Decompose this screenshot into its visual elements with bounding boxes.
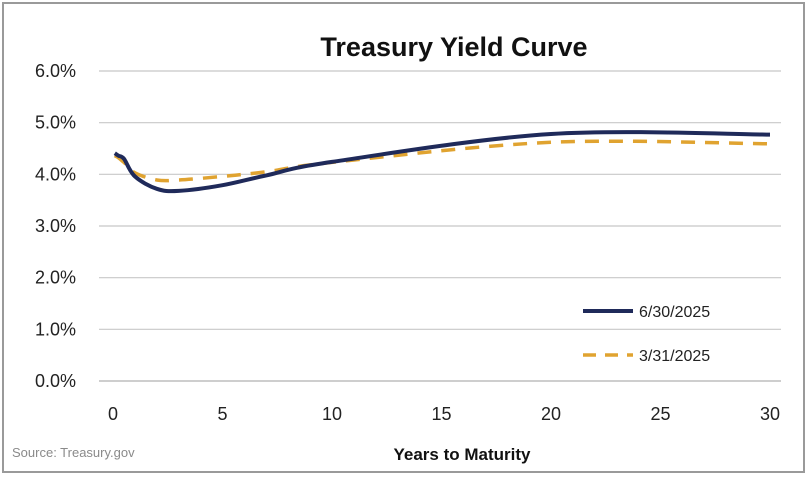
x-tick-label: 0 [108, 404, 118, 424]
y-tick-label: 1.0% [35, 319, 76, 339]
series-lines [113, 130, 771, 194]
x-tick-label: 5 [217, 404, 227, 424]
x-tick-label: 20 [541, 404, 561, 424]
x-tick-label: 10 [322, 404, 342, 424]
x-axis-label: Years to Maturity [394, 445, 532, 464]
x-tick-label: 15 [431, 404, 451, 424]
legend-label: 3/31/2025 [639, 348, 710, 365]
x-tick-label: 25 [650, 404, 670, 424]
chart-title: Treasury Yield Curve [320, 32, 587, 62]
y-tick-label: 2.0% [35, 268, 76, 288]
series-line-6-30-2025 [113, 130, 771, 194]
legend-label: 6/30/2025 [639, 304, 710, 321]
x-tick-label: 30 [760, 404, 780, 424]
y-tick-label: 6.0% [35, 61, 76, 81]
y-axis-ticks: 0.0% 1.0% 2.0% 3.0% 4.0% 5.0% 6.0% [35, 61, 76, 391]
y-tick-label: 0.0% [35, 371, 76, 391]
y-tick-label: 5.0% [35, 113, 76, 133]
legend: 6/30/2025 3/31/2025 [583, 304, 710, 365]
y-tick-label: 4.0% [35, 164, 76, 184]
y-tick-label: 3.0% [35, 216, 76, 236]
source-note: Source: Treasury.gov [12, 445, 135, 460]
gridlines [99, 70, 781, 330]
x-axis-ticks: 0 5 10 15 20 25 30 [108, 404, 780, 424]
